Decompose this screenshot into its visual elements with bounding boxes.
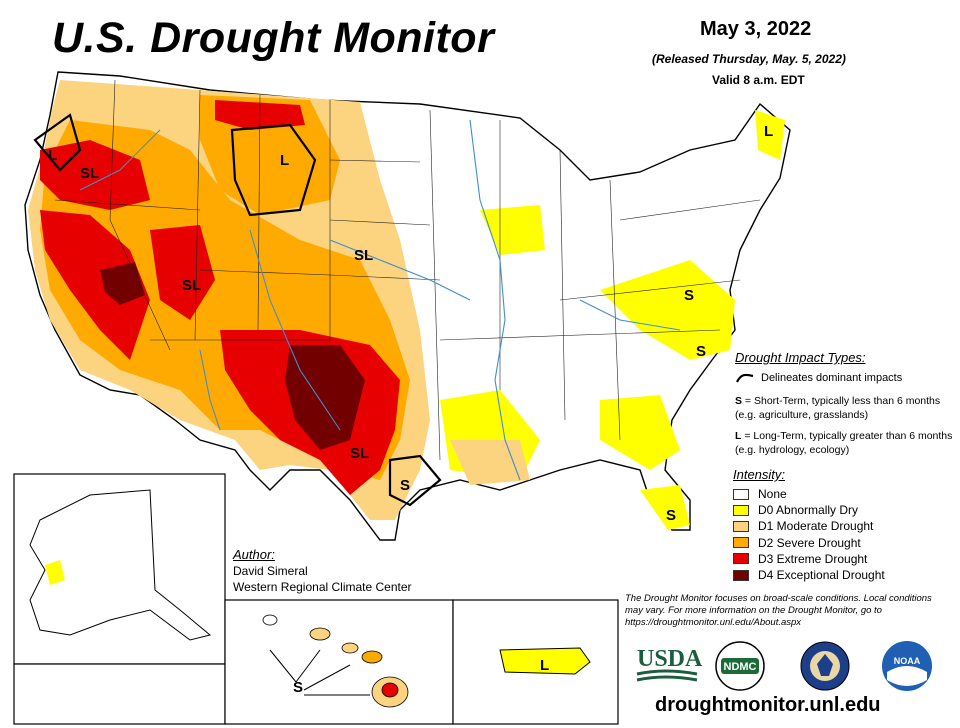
intensity-heading: Intensity: (733, 467, 786, 482)
impact-label-pr: L (540, 657, 549, 674)
impact-label-mt: L (280, 152, 289, 169)
impact-line-label: Delineates dominant impacts (761, 372, 903, 384)
drought-d4-tx (285, 345, 365, 450)
release-date: (Released Thursday, May. 5, 2022) (652, 52, 846, 66)
doc-seal-logo (800, 641, 850, 691)
hawaii-islands (262, 614, 409, 708)
impact-label-tx: SL (350, 445, 369, 462)
hawaii-inset (224, 599, 454, 725)
legend-row-d2: D2 Severe Drought (733, 535, 885, 551)
drought-d0-east-1 (480, 205, 545, 255)
long-term-text: = Long-Term, typically greater than 6 mo… (735, 430, 953, 456)
author-label: Author: (233, 547, 275, 562)
impact-label-ne: SL (354, 247, 373, 264)
usda-logo: USDA (636, 646, 703, 682)
map-title: U.S. Drought Monitor (52, 14, 495, 62)
valid-time: Valid 8 a.m. EDT (712, 73, 805, 87)
short-term-note: S = Short-Term, typically less than 6 mo… (735, 394, 955, 422)
legend-label: D3 Extreme Drought (758, 551, 868, 566)
legend-row-d0: D0 Abnormally Dry (733, 502, 885, 518)
impact-label-or: SL (80, 165, 99, 182)
noaa-logo: NOAA (882, 641, 932, 691)
impact-line-legend: Delineates dominant impacts (735, 372, 902, 384)
intensity-legend: None D0 Abnormally Dry D1 Moderate Droug… (733, 486, 885, 583)
legend-label: D4 Exceptional Drought (758, 568, 885, 583)
long-term-note: L = Long-Term, typically greater than 6 … (735, 429, 955, 457)
legend-label: D2 Severe Drought (758, 535, 861, 550)
alaska-outline (29, 489, 212, 641)
legend-label: None (758, 487, 787, 502)
alaska-d0 (45, 560, 65, 585)
drought-d0-me (755, 110, 785, 160)
impact-label-tx-coast: S (400, 477, 410, 494)
impact-lines (33, 113, 442, 507)
impact-label-nc: S (696, 343, 706, 360)
long-term-key: L (735, 430, 742, 442)
author-org: Western Regional Climate Center (233, 580, 412, 594)
aleutians-inset (13, 663, 226, 725)
legend-swatch (733, 553, 749, 565)
rivers (79, 119, 681, 481)
short-term-key: S (735, 395, 743, 407)
impact-label-me: L (764, 123, 773, 140)
drought-d1-gulf (450, 440, 530, 485)
drought-d4-nv (100, 262, 145, 305)
legend-swatch (733, 504, 749, 516)
legend-label: D1 Moderate Drought (758, 519, 874, 534)
disclaimer-text: The Drought Monitor focuses on broad-sca… (625, 593, 932, 628)
legend-label: D0 Abnormally Dry (758, 503, 859, 518)
drought-d0-east-3 (600, 395, 680, 470)
impact-label-va: S (684, 287, 694, 304)
drought-d3-or (40, 140, 150, 210)
short-term-text: = Short-Term, typically less than 6 mont… (735, 395, 941, 421)
impact-line-icon (736, 373, 754, 383)
impact-label-ut: SL (182, 277, 201, 294)
legend-row-none: None (733, 486, 885, 502)
legend-row-d4: D4 Exceptional Drought (733, 567, 885, 583)
ndmc-logo: NDMC (715, 641, 765, 691)
author-block: Author: David Simeral Western Regional C… (233, 547, 412, 595)
legend-swatch (733, 520, 749, 532)
author-name: David Simeral (233, 564, 308, 578)
legend-swatch (733, 488, 749, 500)
drought-d0-fl (640, 485, 690, 530)
noaa-logo-text: NOAA (894, 656, 921, 666)
ndmc-logo-text: NDMC (724, 661, 757, 673)
drought-d3-ut (150, 225, 215, 320)
legend-swatch (733, 537, 749, 549)
legend-swatch (733, 569, 749, 581)
impact-label-wa: L (48, 147, 57, 164)
puerto-rico-outline (499, 647, 591, 675)
hawaii-pointers (269, 649, 370, 696)
map-date: May 3, 2022 (700, 18, 812, 40)
state-boundaries (54, 79, 761, 461)
drought-map: SL L L SL SL SL S S S S L S L (13, 71, 791, 725)
site-url[interactable]: droughtmonitor.unl.edu (655, 694, 881, 716)
impact-label-fl: S (666, 507, 676, 524)
legend-row-d3: D3 Extreme Drought (733, 551, 885, 567)
agency-logos: USDA NDMC NOAA (636, 641, 932, 691)
impact-types-heading: Drought Impact Types: (735, 350, 866, 365)
drought-d0-east-2 (600, 260, 735, 360)
usda-logo-text: USDA (637, 646, 703, 672)
legend-row-d1: D1 Moderate Drought (733, 518, 885, 534)
impact-label-hi: S (293, 679, 303, 696)
